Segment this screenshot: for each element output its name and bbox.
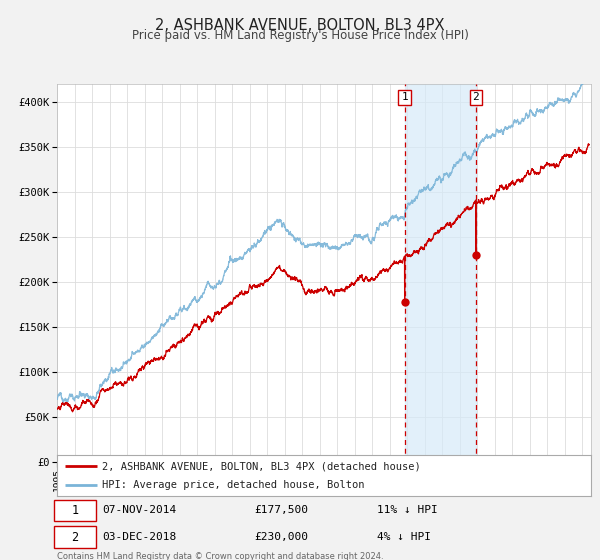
Text: 11% ↓ HPI: 11% ↓ HPI	[377, 505, 438, 515]
Text: 07-NOV-2014: 07-NOV-2014	[103, 505, 176, 515]
FancyBboxPatch shape	[55, 500, 96, 521]
Text: 2: 2	[472, 92, 479, 102]
Text: 4% ↓ HPI: 4% ↓ HPI	[377, 532, 431, 542]
Bar	[404, 84, 476, 462]
Text: Contains HM Land Registry data © Crown copyright and database right 2024.: Contains HM Land Registry data © Crown c…	[57, 552, 383, 560]
Text: 2: 2	[71, 530, 79, 544]
Text: £230,000: £230,000	[254, 532, 308, 542]
Text: HPI: Average price, detached house, Bolton: HPI: Average price, detached house, Bolt…	[103, 480, 365, 489]
Text: 2, ASHBANK AVENUE, BOLTON, BL3 4PX: 2, ASHBANK AVENUE, BOLTON, BL3 4PX	[155, 18, 445, 33]
Text: 2, ASHBANK AVENUE, BOLTON, BL3 4PX (detached house): 2, ASHBANK AVENUE, BOLTON, BL3 4PX (deta…	[103, 461, 421, 471]
Text: £177,500: £177,500	[254, 505, 308, 515]
Text: 1: 1	[71, 503, 79, 517]
Text: 03-DEC-2018: 03-DEC-2018	[103, 532, 176, 542]
FancyBboxPatch shape	[55, 526, 96, 548]
Text: Price paid vs. HM Land Registry's House Price Index (HPI): Price paid vs. HM Land Registry's House …	[131, 29, 469, 42]
Text: 1: 1	[401, 92, 408, 102]
